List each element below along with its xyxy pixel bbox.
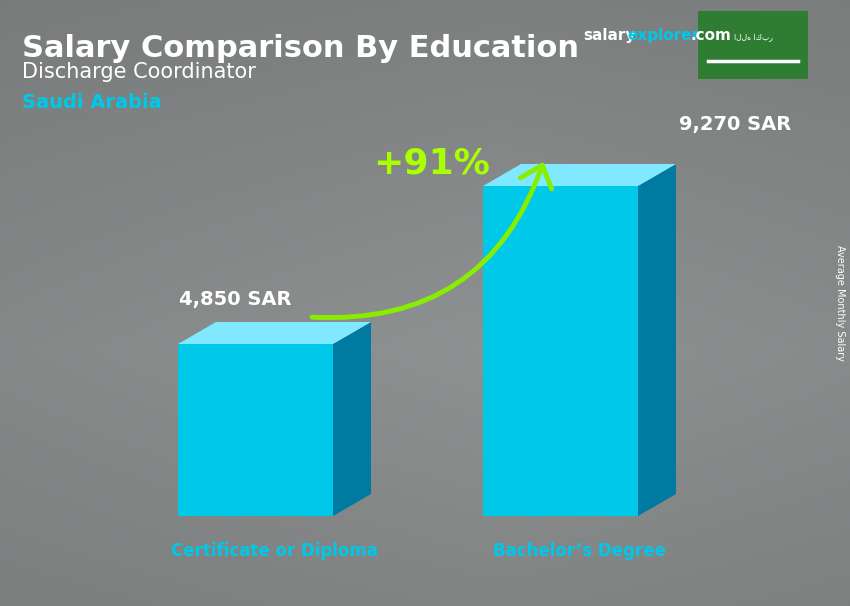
Text: .com: .com (691, 28, 732, 43)
Polygon shape (638, 164, 676, 516)
Polygon shape (333, 322, 371, 516)
Text: الله اكبر: الله اكبر (734, 33, 773, 41)
Text: +91%: +91% (373, 146, 490, 180)
Text: 4,850 SAR: 4,850 SAR (178, 290, 292, 309)
Polygon shape (483, 186, 638, 516)
Text: Certificate or Diploma: Certificate or Diploma (171, 542, 377, 560)
Polygon shape (178, 344, 333, 516)
Text: Average Monthly Salary: Average Monthly Salary (835, 245, 845, 361)
Polygon shape (483, 164, 676, 186)
Text: Saudi Arabia: Saudi Arabia (22, 93, 162, 112)
Text: Salary Comparison By Education: Salary Comparison By Education (22, 34, 579, 63)
Text: 9,270 SAR: 9,270 SAR (679, 115, 791, 134)
Text: Bachelor’s Degree: Bachelor’s Degree (492, 542, 666, 560)
FancyBboxPatch shape (698, 11, 808, 79)
Polygon shape (178, 322, 371, 344)
Text: explorer: explorer (627, 28, 699, 43)
Text: Discharge Coordinator: Discharge Coordinator (22, 62, 256, 82)
Text: salary: salary (583, 28, 635, 43)
FancyArrowPatch shape (312, 165, 552, 318)
